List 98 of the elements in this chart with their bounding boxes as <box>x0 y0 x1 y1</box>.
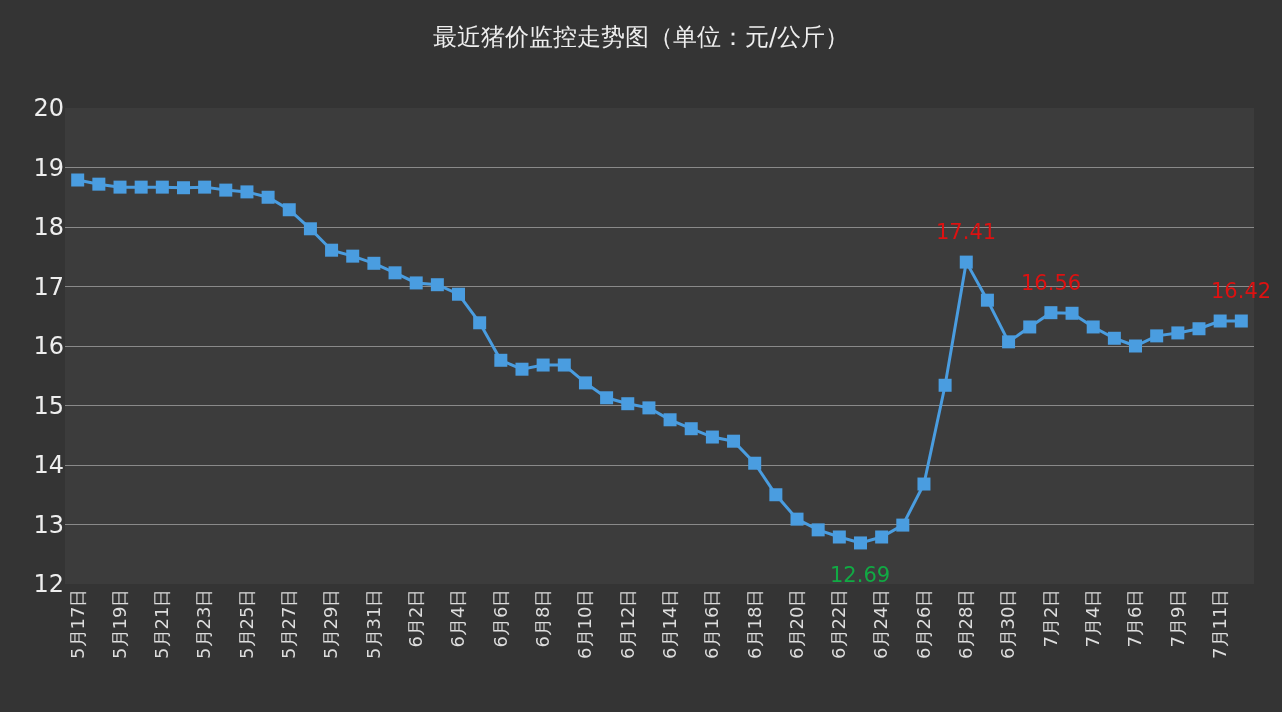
data-label: 16.56 <box>1021 271 1082 295</box>
y-tick-label: 20 <box>33 94 64 123</box>
x-tick-label: 6月18日 <box>743 588 765 659</box>
x-tick-label: 5月29日 <box>320 588 342 659</box>
point <box>1044 306 1058 320</box>
x-tick-label: 5月21日 <box>151 588 173 659</box>
x-tick-label: 5月23日 <box>193 588 215 659</box>
x-tick-label: 6月6日 <box>489 588 511 648</box>
y-tick-label: 12 <box>33 570 64 599</box>
point <box>388 266 402 280</box>
point <box>684 422 698 436</box>
y-tick-label: 14 <box>33 451 64 480</box>
data-label: 16.42 <box>1211 279 1272 303</box>
point <box>853 536 867 550</box>
point <box>790 512 804 526</box>
point <box>621 397 635 411</box>
x-tick-label: 6月8日 <box>531 588 553 648</box>
y-tick-label: 17 <box>33 272 64 301</box>
point <box>917 477 931 491</box>
point <box>1002 335 1016 349</box>
y-tick-label: 13 <box>33 510 64 539</box>
point <box>642 401 656 415</box>
point <box>875 530 889 544</box>
point <box>938 378 952 392</box>
point <box>896 518 910 532</box>
x-tick-label: 5月25日 <box>235 588 257 659</box>
point <box>1086 320 1100 334</box>
x-tick-label: 7月6日 <box>1124 588 1146 648</box>
x-tick-label: 6月2日 <box>405 588 427 648</box>
point <box>832 530 846 544</box>
x-tick-label: 7月2日 <box>1039 588 1061 648</box>
point <box>980 293 994 307</box>
point <box>1107 331 1121 345</box>
point <box>1234 314 1248 328</box>
y-tick-label: 16 <box>33 332 64 361</box>
y-tick-label: 15 <box>33 391 64 420</box>
x-tick-label: 6月22日 <box>828 588 850 659</box>
y-tick-label: 19 <box>33 153 64 182</box>
point <box>176 181 190 195</box>
point <box>198 180 212 194</box>
data-label: 12.69 <box>830 563 891 587</box>
point <box>346 249 360 263</box>
x-tick-label: 6月28日 <box>955 588 977 659</box>
point <box>452 287 466 301</box>
point <box>515 362 529 376</box>
point <box>705 430 719 444</box>
point <box>113 180 127 194</box>
x-tick-label: 6月20日 <box>785 588 807 659</box>
point <box>663 413 677 427</box>
x-tick-label: 6月24日 <box>870 588 892 659</box>
x-tick-label: 6月4日 <box>447 588 469 648</box>
point <box>959 255 973 269</box>
point <box>1171 326 1185 340</box>
point <box>1023 320 1037 334</box>
x-tick-label: 6月30日 <box>997 588 1019 659</box>
point <box>367 256 381 270</box>
data-label: 17.41 <box>936 220 997 244</box>
x-tick-label: 7月11日 <box>1209 588 1230 659</box>
x-tick-label: 5月17日 <box>66 588 88 659</box>
x-tick-label: 7月4日 <box>1082 588 1104 648</box>
point <box>92 177 106 191</box>
point <box>1065 306 1079 320</box>
chart-title: 最近猪价监控走势图（单位：元/公斤） <box>432 23 850 52</box>
point <box>1150 329 1164 343</box>
point <box>430 278 444 292</box>
x-tick-label: 6月16日 <box>701 588 723 659</box>
x-tick-label: 6月12日 <box>616 588 638 659</box>
point <box>261 190 275 204</box>
point <box>71 173 85 187</box>
point <box>134 180 148 194</box>
x-tick-label: 7月9日 <box>1166 588 1188 648</box>
point <box>325 243 339 257</box>
point <box>1129 339 1143 353</box>
point <box>473 316 487 330</box>
x-tick-label: 5月19日 <box>108 588 130 659</box>
x-tick-label: 6月26日 <box>912 588 934 659</box>
point <box>1192 322 1206 336</box>
point <box>219 183 233 197</box>
point <box>282 203 296 217</box>
point <box>727 434 741 448</box>
point <box>536 358 550 372</box>
point <box>811 523 825 537</box>
point <box>748 456 762 470</box>
x-tick-label: 5月31日 <box>362 588 384 659</box>
point <box>557 358 571 372</box>
x-tick-label: 5月27日 <box>278 588 300 659</box>
point <box>155 180 169 194</box>
y-tick-label: 18 <box>33 213 64 242</box>
point <box>769 488 783 502</box>
point <box>1213 314 1227 328</box>
point <box>303 222 317 236</box>
point <box>578 376 592 390</box>
point <box>494 353 508 367</box>
x-tick-label: 6月14日 <box>658 588 680 659</box>
point <box>409 276 423 290</box>
point <box>600 391 614 405</box>
x-tick-label: 6月10日 <box>574 588 596 659</box>
point <box>240 185 254 199</box>
